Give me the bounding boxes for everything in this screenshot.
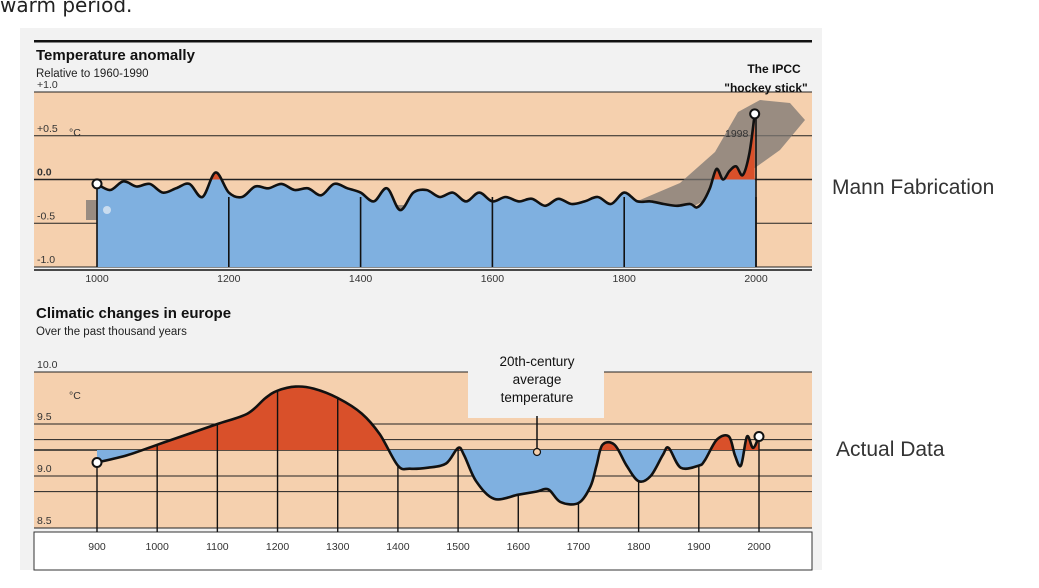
bottom-y-tick-label: 10.0 — [37, 359, 58, 371]
bottom-x-tick-label: 1700 — [567, 541, 591, 553]
bottom-chart-subtitle: Over the past thousand years — [36, 326, 187, 338]
top-shade-start-dot — [103, 206, 111, 214]
bottom-chart-gridlines — [33, 371, 813, 571]
bottom-chart-vertical-lines — [96, 390, 760, 532]
top-x-tick-labels: 1000 1200 1400 1600 1800 2000 — [85, 273, 768, 285]
top-x-tick-label: 1000 — [85, 273, 109, 285]
ipcc-annotation-line1: The IPCC — [747, 62, 801, 76]
top-x-tick-label: 1600 — [481, 273, 505, 285]
top-blue-area — [97, 179, 756, 267]
bottom-series-line — [96, 385, 761, 506]
bottom-chart-title: Climatic changes in europe — [36, 305, 231, 322]
top-series-start-point — [91, 178, 103, 190]
bottom-x-tick-label: 1800 — [627, 541, 651, 553]
bottom-blue-area — [97, 450, 759, 505]
top-series-end-point — [749, 108, 761, 120]
bottom-x-tick-labels: 900 1000 1100 1200 1300 1400 1500 1600 1700 1800 1… — [88, 541, 771, 553]
bottom-y-tick-labels: 10.0 9.5 9.0 8.5 — [37, 359, 58, 527]
bottom-x-tick-label: 1100 — [206, 541, 229, 553]
bottom-axis-strip — [33, 531, 813, 571]
bottom-series-start-point — [91, 456, 103, 468]
top-x-tick-label: 1400 — [349, 273, 373, 285]
year-1998-label: 1998 — [725, 128, 749, 140]
bottom-x-tick-label: 1600 — [507, 541, 531, 553]
bottom-series-end-point — [753, 430, 765, 442]
top-chart-vertical-lines — [96, 113, 757, 267]
top-y-tick-label: -0.5 — [37, 210, 55, 222]
bottom-y-tick-label: 8.5 — [37, 515, 52, 527]
bottom-x-tick-label: 1000 — [146, 541, 170, 553]
bottom-x-tick-label: 900 — [88, 541, 106, 553]
top-chart-subtitle: Relative to 1960-1990 — [36, 68, 149, 80]
ipcc-annotation-line2: "hockey stick" — [724, 81, 807, 95]
top-unit-label: °C — [69, 127, 81, 139]
top-y-tick-label: -1.0 — [37, 254, 55, 266]
bottom-x-tick-label: 1900 — [687, 541, 711, 553]
top-y-tick-labels: +1.0 +0.5 0.0 -0.5 -1.0 — [37, 79, 58, 266]
bottom-x-tick-label: 2000 — [747, 541, 771, 553]
bottom-y-tick-label: 9.0 — [37, 463, 52, 475]
top-x-tick-label: 1200 — [217, 273, 241, 285]
bottom-x-tick-label: 1300 — [326, 541, 350, 553]
top-chart-frame-line — [34, 40, 812, 43]
bottom-y-tick-label: 9.5 — [37, 411, 52, 423]
annotation-background — [468, 352, 604, 418]
temperature-anomaly-chart: +1.0 +0.5 0.0 -0.5 -1.0 1000 1200 1400 1600 1800… — [34, 47, 812, 285]
top-y-tick-label: +0.5 — [37, 123, 58, 135]
top-y-tick-label: +1.0 — [37, 79, 58, 91]
bottom-x-tick-label: 1200 — [266, 541, 290, 553]
mann-fabrication-label: Mann Fabrication — [832, 176, 995, 199]
top-x-tick-label: 1800 — [613, 273, 637, 285]
actual-data-label: Actual Data — [836, 438, 945, 461]
top-series-line — [96, 113, 756, 212]
bottom-x-tick-label: 1400 — [386, 541, 410, 553]
top-chart-title: Temperature anomally — [36, 47, 196, 64]
bottom-unit-label: °C — [69, 390, 81, 402]
annotation-line2: average — [513, 372, 562, 387]
top-x-tick-label: 2000 — [744, 273, 768, 285]
annotation-pointer-dot — [532, 447, 542, 457]
annotation-line3: temperature — [501, 390, 574, 405]
top-y-tick-label: 0.0 — [37, 167, 52, 179]
annotation-line1: 20th-century — [499, 354, 574, 369]
bottom-x-tick-label: 1500 — [446, 541, 470, 553]
climatic-changes-chart: 20th-century average temperature 10.0 9.5… — [33, 305, 813, 571]
cropped-caption-text: warm period. — [0, 0, 133, 17]
